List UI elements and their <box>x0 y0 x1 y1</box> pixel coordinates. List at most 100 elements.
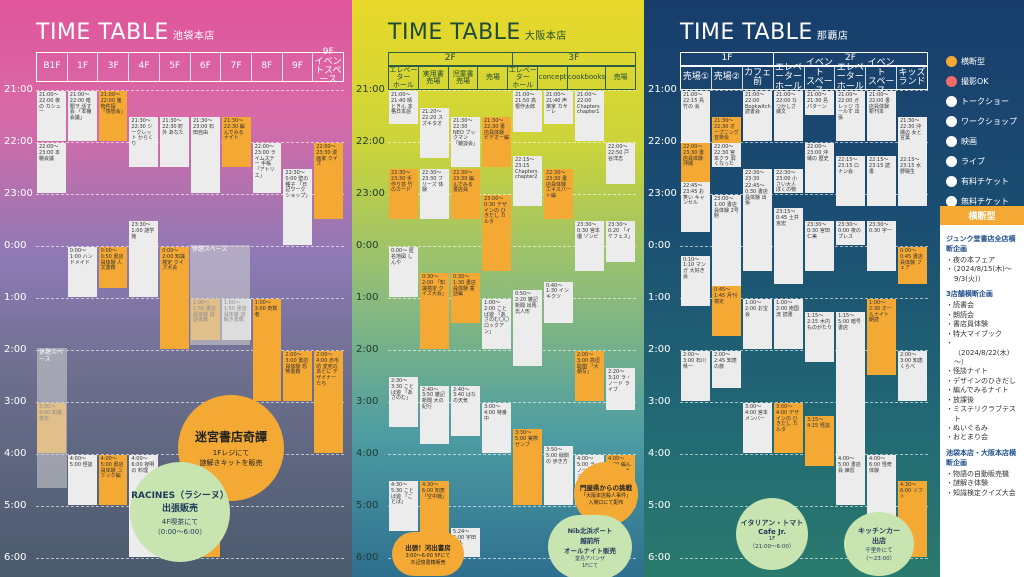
event-block[interactable]: 3:00～4:00 特番中 <box>482 403 511 453</box>
event-block[interactable]: 21:00～21:50 高根作太郎 <box>513 91 542 133</box>
time-label: 6:00 <box>648 552 671 563</box>
event-block[interactable]: 21:00～21:40 声楽家 カサーレ <box>544 91 573 124</box>
event-block[interactable]: 22:30～23:30 手作り芸 竹のカード <box>389 169 418 219</box>
event-block[interactable]: 4:00～5:00 怪談 <box>67 455 97 505</box>
event-block[interactable]: 23:30～1:00 謎学館 <box>129 221 159 297</box>
event-block[interactable]: 23:30～0:30 宇一 <box>867 221 896 271</box>
event-block[interactable]: 4:00～5:00 書店員 練習 <box>836 455 865 505</box>
event-block[interactable]: 21:30～23:00 石田自由 <box>191 117 220 193</box>
event-block[interactable]: 2:00～3:00 書店員体験 恐怖書籍 <box>283 351 313 401</box>
event-block[interactable]: 21:30～22:30 編んでみる ナイト <box>221 117 251 167</box>
event-block[interactable]: 22:45～23:45 お笑い キャンセル <box>681 182 710 232</box>
event-block[interactable]: 21:30～22:30 町外 あなた <box>160 117 189 167</box>
event-block[interactable]: 1:00～2:00 ことば遊 「あさのむ〇〇 ロックアン」 <box>482 299 511 349</box>
event-block[interactable]: 1:00～2:00 お宝会 <box>743 299 772 349</box>
event-block[interactable]: 21:00～21:40 晴ときん 本格日本語 <box>389 91 418 124</box>
event-block[interactable]: 0:30～2:00 「知識検定 クイズ大会」 <box>420 273 449 349</box>
event-block[interactable]: 21:00～22:00 Chapters chapter1 <box>575 91 604 141</box>
event-block[interactable]: 2:40～3:40 はなの天気 <box>451 385 480 436</box>
event-block[interactable]: 21:00～22:00 夜の カシュー <box>37 91 66 141</box>
event-block[interactable]: 2:00～3:00 知恵くらべ <box>898 351 927 401</box>
event-block[interactable]: 1:00～3:00 奇数者 <box>252 299 282 401</box>
event-block[interactable]: 22:30～23:30 フリーズ 体験 <box>420 169 449 219</box>
column-header: 売場 <box>478 67 509 89</box>
info-list-item: 知識検定クイズ大会 <box>953 489 1018 498</box>
event-block[interactable]: 22:00～23:00 ライムステー 手帳 「アトリエ」 <box>252 143 282 193</box>
event-block[interactable]: 23:30～0:00 夜のプレス <box>836 221 865 245</box>
event-block[interactable]: 23:30～0:20 「イケフェス」 <box>606 221 635 263</box>
event-block[interactable]: 1:00～2:30 オールナイト 朗読 <box>867 299 896 375</box>
event-block[interactable]: 21:30～22:30 NEO ブックマン 「雑談会」 <box>451 117 480 167</box>
event-block[interactable]: 0:50～2:20 雑記新聞 出馬氏人形 <box>513 290 542 367</box>
osaka-area-header: エレベーター ホール 実用書 売場 児童書 売場 売場 エレベーター ホール concep… <box>388 66 636 90</box>
event-block[interactable]: 21:00～22:00 ガレッジ ホールず 出張 <box>836 91 865 141</box>
event-block[interactable]: 21:00～22:00 Bookwitch 読書会 <box>743 91 772 141</box>
event-block[interactable]: 23:15～0:45 土井克宏 <box>774 208 803 284</box>
event-block[interactable]: 1:15～2:15 木内ものがたり <box>805 312 834 362</box>
event-block[interactable]: 2:00～2:45 知恵の旅 <box>712 351 741 388</box>
event-block[interactable]: 23:00～1:00 書店員体験 2号館 <box>712 195 741 297</box>
event-block[interactable]: 22:15～23:15 ロナン会 <box>836 156 865 206</box>
event-block[interactable]: 22:00～23:00 沖縄の 歴史 <box>805 143 834 193</box>
event-block[interactable]: 22:00～22:30 宮本クラ 弱くなった <box>712 143 741 167</box>
info-section-title: 池袋本店・大阪本店横断企画 <box>946 448 1016 467</box>
event-block[interactable]: 0:10～1:10 マンガ 大好き会 <box>681 255 710 306</box>
event-block[interactable]: 22:00～22:50 戸谷洋志 <box>606 143 635 185</box>
column-header: エレベーター ホール <box>389 65 419 89</box>
legend-item: 撮影OK <box>946 76 989 87</box>
event-block[interactable]: 4:00～5:00 書店員体験 コミック編 <box>98 455 128 505</box>
event-block[interactable]: 22:30～23:00 小さい大人 ぼくの物 <box>774 169 803 193</box>
time-label: 23:00 <box>356 188 385 199</box>
event-block[interactable]: 23:30～0:30 宮田仁美 <box>805 221 834 271</box>
event-block[interactable]: 0:00～ 匿名地図 しんや <box>389 247 418 297</box>
event-block[interactable]: 0:00～2:00 知識検定 クイズ大会 <box>160 247 189 349</box>
time-label: 6:00 <box>356 552 379 563</box>
event-block[interactable]: 21:00～21:30 島パターン <box>805 91 834 115</box>
event-block[interactable]: 3:50～5:00 緑側の 歩き方 <box>544 446 573 505</box>
event-block[interactable]: 0:00～0:50 書店員体験 人文書籍 <box>98 247 128 289</box>
hour-gridline <box>388 142 636 143</box>
event-block[interactable]: 23:30～0:30 宮本優 ゾンビ <box>575 221 604 271</box>
hour-gridline <box>36 350 344 351</box>
event-block[interactable]: 21:20～22:20 スズキタオ <box>420 108 449 159</box>
legend-label: トークショー <box>961 97 1009 106</box>
event-block[interactable]: 1:00～2:00 南国流 読書 <box>774 299 803 349</box>
event-block[interactable]: 22:30～23:30 書店員体験 エキスパート編 <box>544 169 573 219</box>
event-block[interactable]: 23:00～0:30 デザインの ひきだし カルタ <box>482 195 511 271</box>
event-block[interactable]: 22:00～23:30 漫画家 クイズ <box>314 143 343 219</box>
event-block[interactable]: 22:00～23:00 本棚会議 <box>37 143 66 193</box>
event-block[interactable]: 0:00～0:45 書店員体験 フェア <box>898 247 927 284</box>
event-block[interactable]: 0:00～1:00 ハンドメイド <box>67 247 97 297</box>
event-block[interactable]: 21:30～22:30 書店員体験 ビデオー編 <box>482 117 511 167</box>
event-block[interactable]: 3:00～4:00 デザインの ひきだし カルタ <box>774 403 803 453</box>
event-block[interactable]: 21:00～22:00 鬼物件探 「感想会」 <box>98 91 128 141</box>
osaka-title: TIME TABLE 大阪本店 <box>388 20 567 45</box>
event-block[interactable]: 0:40～1:30 インキクツ <box>544 281 573 323</box>
event-block[interactable]: 22:30～23:30 編んでみる 書店員 <box>451 169 480 219</box>
event-block[interactable]: 2:40～3:50 雑記新聞 大の紀行 <box>420 385 449 445</box>
event-block[interactable]: 2:30～3:30 ことば遊 「あさのむ」 <box>389 377 418 427</box>
event-block[interactable]: 22:30～0:00 壁の種子 「日記ワーク ショップ」 <box>283 169 313 245</box>
event-block[interactable]: 21:00～22:00 なつかしさ 縄文 <box>774 91 803 141</box>
event-block[interactable]: 22:15～23:15 Chapters chapter2 <box>513 156 542 206</box>
event-block[interactable]: 22:15～23:15 水野陽生 <box>898 156 927 206</box>
event-block[interactable]: 2:00～3:00 石川県一 <box>681 351 710 401</box>
event-block[interactable]: 4:30～5:30 ことば遊 「ことば」 <box>389 481 418 531</box>
event-block[interactable]: 3:00～4:00 宮本 メンバー <box>743 403 772 453</box>
event-block[interactable]: 0:45～1:45 月刊検定 <box>712 286 741 336</box>
event-block[interactable]: 2:00～4:00 赤毛的 変死のあとに デザイナーたち <box>314 351 343 453</box>
info-list-item: 編んでみるナイト <box>953 386 1018 395</box>
info-list-item: 放課後 <box>953 396 1018 405</box>
event-block[interactable]: 2:00～3:00 高垣聡樹 「大朝写」 <box>575 351 604 401</box>
event-block[interactable]: 21:00～22:00 書店員体験 新刊本 <box>867 91 896 141</box>
event-block[interactable]: 3:30～5:00 実際 ゼンブ <box>513 429 542 505</box>
column-header: 9F イベントスペース <box>314 47 342 86</box>
event-block[interactable]: 3:15～4:15 怪談 <box>805 416 834 466</box>
event-block[interactable]: 21:30～22:30 シークレット からくり <box>129 117 159 167</box>
event-block[interactable]: 0:30～1:30 書店員体験 童話編 <box>451 273 480 323</box>
event-block[interactable]: 22:15～23:15 読書 <box>867 156 896 206</box>
event-block[interactable]: 2:20～3:10 ラ・ノード ライブ <box>606 368 635 410</box>
event-block[interactable]: 22:45～0:30 書店員体験 出張 <box>743 182 772 271</box>
event-block[interactable]: 21:00～22:00 暗闇ヲ 話す会 「本棚会議」 <box>67 91 97 141</box>
hour-gridline <box>388 558 636 559</box>
